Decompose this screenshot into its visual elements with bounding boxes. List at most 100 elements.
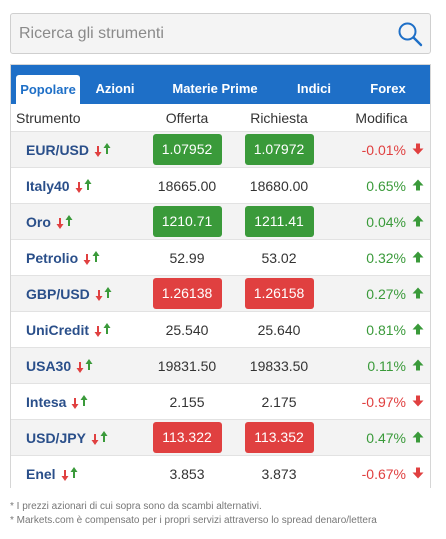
bid-cell: 1210.71 xyxy=(141,206,233,237)
instrument-cell: Petrolio xyxy=(11,250,141,266)
bid-price[interactable]: 52.99 xyxy=(169,249,205,266)
bid-price[interactable]: 18665.00 xyxy=(157,177,217,194)
bid-price[interactable]: 25.540 xyxy=(165,321,209,338)
ask-price[interactable]: 113.352 xyxy=(244,422,314,453)
arrow-up-icon xyxy=(412,322,424,338)
change-value: 0.32% xyxy=(366,249,406,266)
instrument-cell: USA30 xyxy=(11,358,141,374)
ask-cell: 1.07972 xyxy=(233,134,325,165)
table-row[interactable]: Oro 1210.71 1211.41 0.04% xyxy=(11,203,430,239)
instrument-name[interactable]: USA30 xyxy=(26,357,72,374)
table-header: Strumento Offerta Richiesta Modifica xyxy=(11,104,430,131)
change-value: 0.04% xyxy=(366,213,406,230)
arrow-down-icon xyxy=(412,466,424,482)
buy-sell-arrows-icon[interactable] xyxy=(61,466,79,482)
instrument-name[interactable]: Oro xyxy=(26,213,51,230)
bid-cell: 113.322 xyxy=(141,422,233,453)
instrument-name[interactable]: Intesa xyxy=(26,393,67,410)
instrument-cell: Intesa xyxy=(11,394,141,410)
table-row[interactable]: USD/JPY 113.322 113.352 0.47% xyxy=(11,419,430,455)
instrument-name[interactable]: UniCredit xyxy=(26,321,89,338)
bid-cell: 1.26138 xyxy=(141,278,233,309)
buy-sell-arrows-icon[interactable] xyxy=(94,142,112,158)
arrow-up-icon xyxy=(412,286,424,302)
instrument-name[interactable]: Enel xyxy=(26,465,56,482)
instrument-name[interactable]: GBP/USD xyxy=(26,285,90,302)
bid-price[interactable]: 19831.50 xyxy=(157,357,217,374)
table-row[interactable]: Enel 3.853 3.873 -0.67% xyxy=(11,455,430,491)
table-row[interactable]: USA30 19831.50 19833.50 0.11% xyxy=(11,347,430,383)
tab-materie-prime[interactable]: Materie Prime xyxy=(172,80,258,96)
arrow-down-icon xyxy=(412,142,424,158)
bid-price[interactable]: 2.155 xyxy=(169,393,205,410)
ask-cell: 113.352 xyxy=(233,422,325,453)
change-cell: 0.65% xyxy=(325,178,430,194)
ask-cell: 1.26158 xyxy=(233,278,325,309)
instrument-cell: Italy40 xyxy=(11,178,141,194)
ask-price[interactable]: 1211.41 xyxy=(244,206,314,237)
bid-cell: 19831.50 xyxy=(141,358,233,374)
change-value: -0.97% xyxy=(361,393,406,410)
table-row[interactable]: EUR/USD 1.07952 1.07972 -0.01% xyxy=(11,131,430,167)
bid-cell: 25.540 xyxy=(141,322,233,338)
instrument-cell: USD/JPY xyxy=(11,430,141,446)
bid-price[interactable]: 1.26138 xyxy=(152,278,222,309)
ask-price[interactable]: 3.873 xyxy=(261,465,297,482)
search-input[interactable] xyxy=(11,14,390,53)
ask-price[interactable]: 2.175 xyxy=(261,393,297,410)
header-instrument: Strumento xyxy=(16,109,81,126)
bid-price[interactable]: 3.853 xyxy=(169,465,205,482)
table-row[interactable]: Petrolio 52.99 53.02 0.32% xyxy=(11,239,430,275)
instrument-cell: EUR/USD xyxy=(11,142,141,158)
tab-indici[interactable]: Indici xyxy=(297,80,331,96)
table-row[interactable]: Italy40 18665.00 18680.00 0.65% xyxy=(11,167,430,203)
header-bid: Offerta xyxy=(165,109,209,126)
instrument-name[interactable]: Italy40 xyxy=(26,177,70,194)
buy-sell-arrows-icon[interactable] xyxy=(83,250,101,266)
arrow-up-icon xyxy=(412,430,424,446)
bid-cell: 52.99 xyxy=(141,250,233,266)
ask-price[interactable]: 1.26158 xyxy=(244,278,314,309)
bid-price[interactable]: 1.07952 xyxy=(152,134,222,165)
instrument-name[interactable]: USD/JPY xyxy=(26,429,86,446)
footnote-spread: * Markets.com è compensato per i propri … xyxy=(10,515,377,526)
buy-sell-arrows-icon[interactable] xyxy=(95,286,113,302)
ask-price[interactable]: 1.07972 xyxy=(244,134,314,165)
ask-cell: 25.640 xyxy=(233,322,325,338)
tab-forex[interactable]: Forex xyxy=(370,80,406,96)
table-row[interactable]: UniCredit 25.540 25.640 0.81% xyxy=(11,311,430,347)
footnotes: * I prezzi azionari di cui sopra sono da… xyxy=(10,500,377,528)
change-cell: -0.01% xyxy=(325,142,430,158)
tab-popolare[interactable]: Popolare xyxy=(16,75,80,104)
ask-price[interactable]: 18680.00 xyxy=(249,177,309,194)
buy-sell-arrows-icon[interactable] xyxy=(94,322,112,338)
instrument-name[interactable]: EUR/USD xyxy=(26,141,90,158)
table-row[interactable]: GBP/USD 1.26138 1.26158 0.27% xyxy=(11,275,430,311)
ask-price[interactable]: 19833.50 xyxy=(249,357,309,374)
bid-price[interactable]: 1210.71 xyxy=(152,206,222,237)
table-row[interactable]: Intesa 2.155 2.175 -0.97% xyxy=(11,383,430,419)
change-cell: 0.47% xyxy=(325,430,430,446)
buy-sell-arrows-icon[interactable] xyxy=(71,394,89,410)
ask-cell: 3.873 xyxy=(233,466,325,482)
change-value: 0.81% xyxy=(366,321,406,338)
buy-sell-arrows-icon[interactable] xyxy=(76,358,94,374)
ask-cell: 18680.00 xyxy=(233,178,325,194)
change-value: 0.27% xyxy=(366,285,406,302)
instrument-name[interactable]: Petrolio xyxy=(26,249,79,266)
ask-price[interactable]: 53.02 xyxy=(261,249,297,266)
search-icon[interactable] xyxy=(390,14,430,54)
change-value: -0.01% xyxy=(361,141,406,158)
arrow-up-icon xyxy=(412,214,424,230)
ask-cell: 2.175 xyxy=(233,394,325,410)
ask-price[interactable]: 25.640 xyxy=(257,321,301,338)
arrow-up-icon xyxy=(412,178,424,194)
tab-azioni[interactable]: Azioni xyxy=(95,80,135,96)
buy-sell-arrows-icon[interactable] xyxy=(56,214,74,230)
buy-sell-arrows-icon[interactable] xyxy=(75,178,93,194)
buy-sell-arrows-icon[interactable] xyxy=(91,430,109,446)
bid-price[interactable]: 113.322 xyxy=(152,422,222,453)
instrument-list: EUR/USD 1.07952 1.07972 -0.01% Italy40 18665.… xyxy=(11,131,430,491)
change-cell: 0.32% xyxy=(325,250,430,266)
header-change: Modifica xyxy=(355,109,408,126)
